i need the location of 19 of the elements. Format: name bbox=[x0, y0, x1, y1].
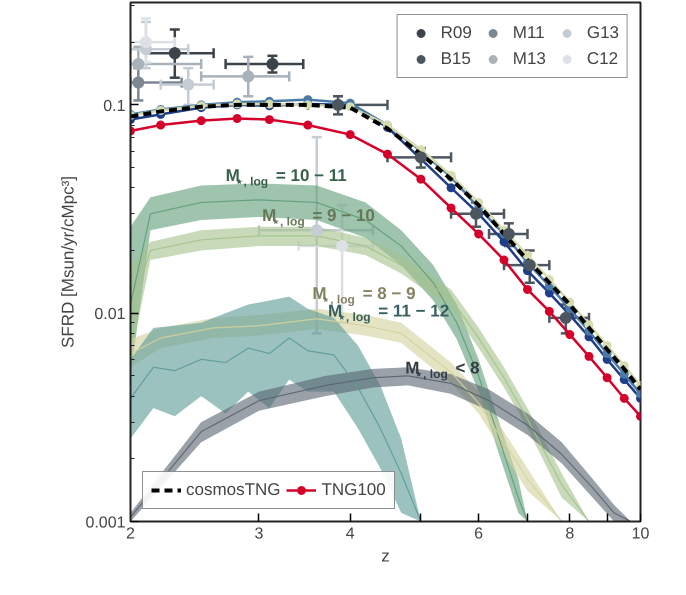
x-tick-label: 8 bbox=[565, 526, 574, 542]
x-tick-label: 2 bbox=[126, 526, 136, 542]
y-tick-label: 0.001 bbox=[85, 514, 126, 532]
legend-label: C12 bbox=[586, 49, 618, 69]
legend-label: R09 bbox=[440, 23, 472, 43]
x-tick-label: 4 bbox=[346, 526, 355, 542]
y-axis-title: SFRD [Msun/yr/cMpc³] bbox=[58, 176, 78, 348]
x-tick-label: 10 bbox=[632, 526, 650, 542]
legend-label: cosmosTNG bbox=[186, 480, 280, 500]
legend-label: G13 bbox=[586, 23, 619, 43]
y-tick-label: 0.1 bbox=[103, 98, 126, 115]
legend-label: M11 bbox=[512, 23, 545, 43]
x-tick-label: 3 bbox=[254, 526, 264, 542]
legend-label: B15 bbox=[440, 49, 471, 69]
legend-label: TNG100 bbox=[321, 480, 386, 500]
y-tick-label: 0.01 bbox=[94, 306, 126, 324]
x-axis-title: z bbox=[381, 546, 390, 566]
x-tick-label: 6 bbox=[474, 526, 484, 542]
legend-label: M13 bbox=[512, 49, 546, 69]
